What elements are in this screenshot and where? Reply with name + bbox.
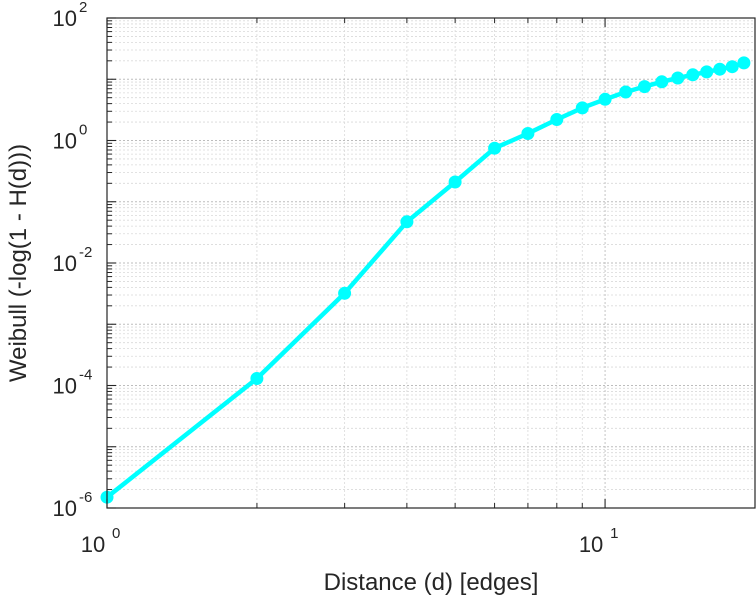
y-tick-exponent: -6: [79, 489, 92, 506]
axis-ticks: [106, 17, 606, 509]
y-tick-label: 10 -6: [53, 489, 93, 521]
x-tick-labels: 10 0 10 1: [81, 525, 619, 557]
data-point: [250, 372, 264, 385]
y-tick-base: 10: [53, 6, 77, 31]
data-point: [655, 75, 669, 89]
x-tick-label: 10 1: [579, 525, 619, 557]
data-point: [488, 141, 502, 155]
y-tick-label: 10 2: [53, 0, 88, 31]
data-point: [713, 62, 727, 76]
y-tick-base: 10: [53, 129, 77, 154]
y-tick-label: 10 -4: [53, 367, 93, 399]
y-tick-label: 10 0: [53, 122, 88, 154]
y-tick-label: 10 -2: [53, 244, 93, 276]
y-tick-base: 10: [53, 374, 77, 399]
x-tick-base: 10: [81, 532, 105, 557]
data-point: [575, 101, 589, 115]
data-point: [338, 286, 352, 300]
x-axis-label: Distance (d) [edges]: [324, 569, 539, 596]
y-axis-label: Weibull (-log(1 - H(d))): [5, 144, 32, 382]
minor-grid: [107, 18, 755, 508]
data-point: [671, 71, 685, 85]
x-tick-label: 10 0: [81, 525, 121, 557]
y-tick-base: 10: [53, 496, 77, 521]
data-point: [448, 175, 462, 189]
data-point: [619, 85, 633, 99]
y-tick-exponent: 2: [79, 0, 87, 16]
data-point: [638, 80, 651, 94]
data-point: [400, 215, 414, 229]
x-tick-exponent: 0: [112, 525, 120, 542]
series-line-group: [100, 56, 751, 504]
data-point: [598, 92, 612, 106]
data-point: [521, 127, 535, 140]
data-point: [725, 60, 739, 74]
data-point: [686, 68, 700, 82]
data-point: [737, 56, 751, 70]
data-point: [700, 65, 714, 79]
y-tick-exponent: -2: [79, 244, 92, 261]
y-tick-base: 10: [53, 251, 77, 276]
y-tick-exponent: -4: [79, 367, 92, 384]
y-tick-exponent: 0: [79, 122, 87, 139]
x-tick-exponent: 1: [610, 525, 618, 542]
x-tick-base: 10: [579, 532, 603, 557]
data-point: [550, 113, 564, 126]
